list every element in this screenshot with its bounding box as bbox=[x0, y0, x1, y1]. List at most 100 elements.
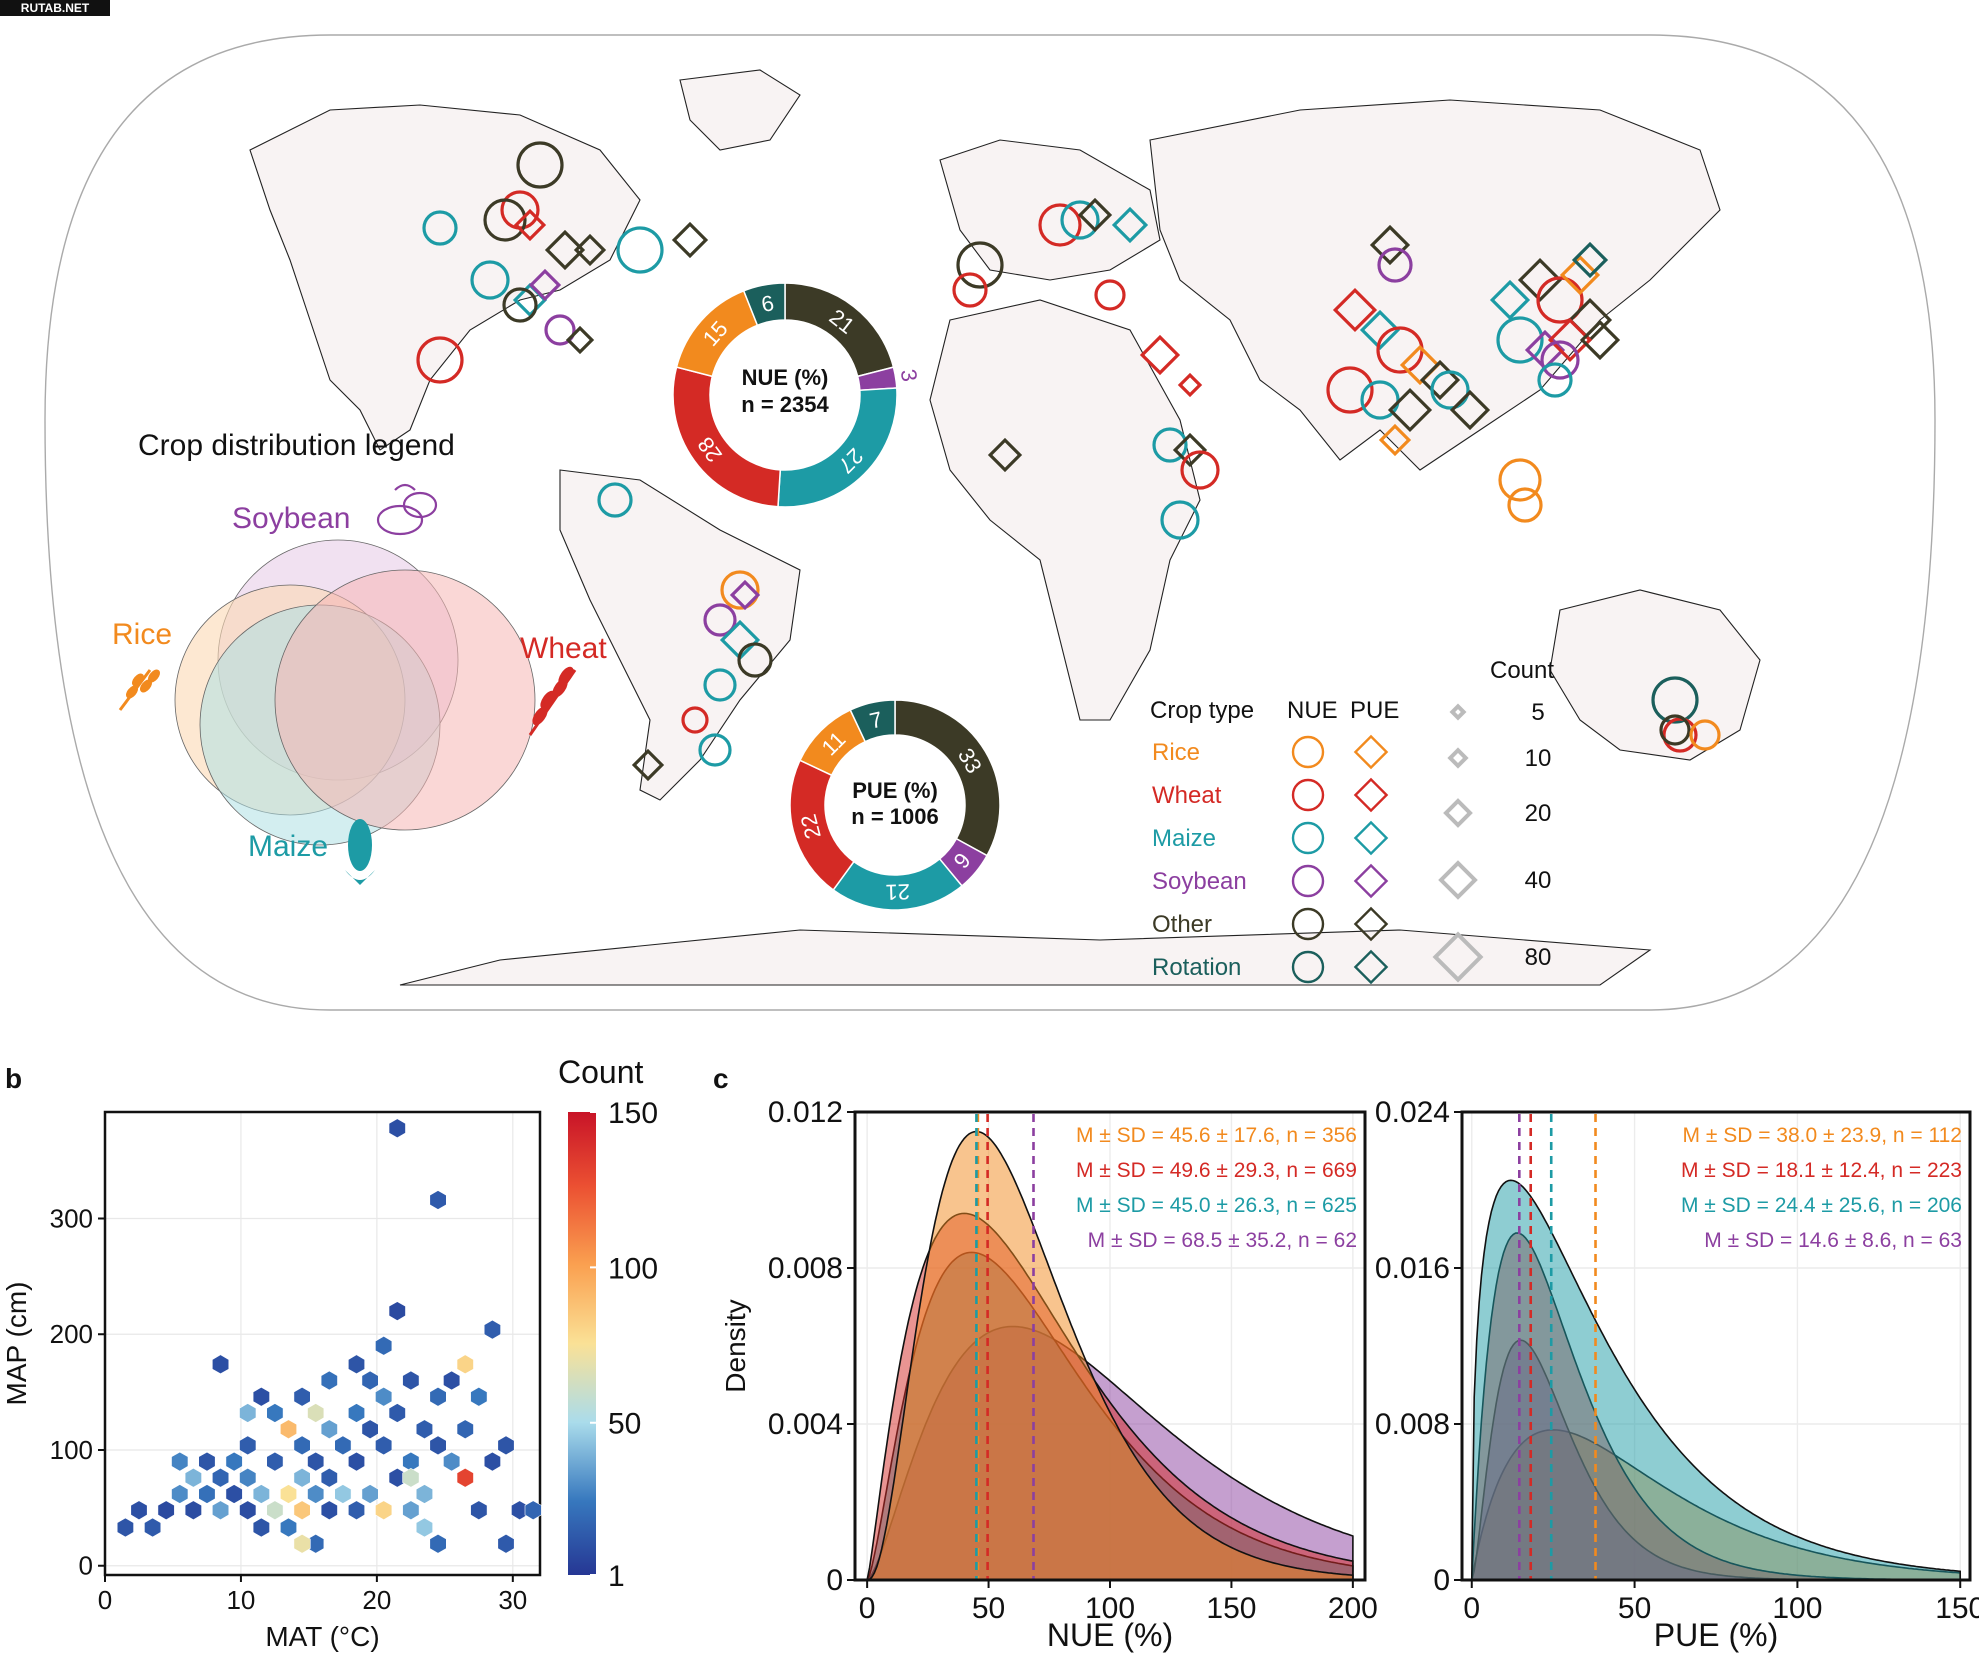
legend-nue-marker-maize bbox=[1291, 821, 1325, 855]
hexbin-cell bbox=[239, 1467, 257, 1488]
site-marker-maize bbox=[1111, 206, 1149, 244]
legend-crop-label-soybean: Soybean bbox=[1152, 868, 1247, 895]
hexbin-cell bbox=[307, 1451, 325, 1472]
site-marker-other bbox=[956, 241, 1004, 289]
hexbin-cell bbox=[266, 1451, 284, 1472]
legend-nue-marker-soybean bbox=[1291, 864, 1325, 898]
site-marker-soybean bbox=[703, 603, 737, 637]
hexbin-cell bbox=[293, 1467, 311, 1488]
site-marker-maize bbox=[703, 668, 737, 702]
x-tick-label: 50 bbox=[972, 1592, 1005, 1625]
site-marker-soybean bbox=[1540, 340, 1580, 380]
site-marker-other bbox=[516, 141, 564, 189]
x-tick-label: 50 bbox=[1618, 1592, 1651, 1625]
hexbin-cell bbox=[348, 1451, 365, 1472]
site-marker-other bbox=[671, 221, 709, 259]
stat-label-maize: M ± SD = 24.4 ± 25.6, n = 206 bbox=[1681, 1194, 1962, 1217]
hexbin-cell bbox=[252, 1517, 270, 1538]
site-marker-maize bbox=[1496, 316, 1544, 364]
x-tick-label: 150 bbox=[1206, 1592, 1256, 1625]
hexbin-cell bbox=[252, 1386, 270, 1407]
site-marker-wheat bbox=[681, 706, 709, 734]
venn-label-soybean: Soybean bbox=[232, 502, 350, 535]
x-tick-label: 100 bbox=[1772, 1592, 1822, 1625]
legend-header-count: Count bbox=[1490, 657, 1554, 684]
site-marker-maize bbox=[1489, 279, 1531, 321]
site-marker-other bbox=[483, 198, 527, 242]
colorbar-tick-label: 50 bbox=[608, 1408, 641, 1441]
y-tick-label: 0 bbox=[826, 1564, 843, 1597]
y-tick-label: 0.008 bbox=[768, 1252, 843, 1285]
site-marker-maize bbox=[1160, 500, 1200, 540]
x-tick-label: 0 bbox=[859, 1592, 876, 1625]
site-marker-wheat bbox=[952, 272, 988, 308]
hexbin-cell bbox=[361, 1370, 379, 1391]
hexbin-cell bbox=[429, 1533, 447, 1554]
hexbin-cell bbox=[334, 1435, 352, 1456]
hexbin-cell bbox=[429, 1435, 447, 1456]
stat-label-wheat: M ± SD = 49.6 ± 29.3, n = 669 bbox=[1076, 1159, 1357, 1182]
donut-label-maize: 21 bbox=[885, 879, 910, 905]
hexbin-cell bbox=[388, 1403, 406, 1423]
legend-pue-marker-rotation bbox=[1353, 949, 1389, 985]
colorbar-title: Count bbox=[558, 1054, 644, 1090]
donut-label-rotation: 7 bbox=[867, 707, 884, 734]
x-axis-title: MAT (°C) bbox=[265, 1621, 379, 1652]
hexbin-cell bbox=[497, 1533, 515, 1554]
hexbin-cell bbox=[483, 1319, 501, 1340]
hexbin-cell bbox=[320, 1500, 338, 1521]
site-marker-other bbox=[1579, 319, 1621, 361]
x-tick-label: 20 bbox=[362, 1585, 391, 1615]
hexbin-cell bbox=[280, 1517, 297, 1538]
hexbin-cell bbox=[388, 1301, 406, 1321]
legend-count-label: 5 bbox=[1531, 699, 1544, 726]
site-marker-maize bbox=[1537, 362, 1573, 398]
hexbin-cell bbox=[348, 1403, 365, 1423]
site-marker-other bbox=[737, 642, 773, 678]
hexbin-cell bbox=[130, 1500, 148, 1521]
hexbin-cell bbox=[348, 1500, 365, 1521]
stat-label-soybean: M ± SD = 14.6 ± 8.6, n = 63 bbox=[1704, 1229, 1962, 1252]
hexbin-cell bbox=[361, 1419, 379, 1440]
venn-wheat bbox=[274, 569, 536, 831]
site-marker-soybean bbox=[1524, 329, 1566, 371]
wheat-icon bbox=[528, 666, 577, 736]
greenland bbox=[679, 69, 801, 151]
hexbin-cell bbox=[375, 1435, 393, 1456]
site-marker-wheat bbox=[1662, 717, 1698, 753]
site-marker-wheat bbox=[1094, 279, 1126, 311]
hexbin-cell bbox=[184, 1500, 202, 1521]
site-marker-rice bbox=[1559, 254, 1601, 296]
x-axis-title: NUE (%) bbox=[1047, 1617, 1173, 1653]
hexbin-cell bbox=[225, 1484, 243, 1504]
hexbin-cell bbox=[293, 1500, 311, 1521]
legend-pue-marker-soybean bbox=[1353, 863, 1389, 899]
panel-label-c: c bbox=[713, 1063, 729, 1094]
x-tick-label: 30 bbox=[498, 1585, 527, 1615]
y-tick-label: 0.004 bbox=[768, 1408, 843, 1441]
hexbin-cell bbox=[320, 1419, 338, 1440]
site-marker-maize bbox=[470, 260, 510, 300]
hexbin-cell bbox=[252, 1484, 270, 1504]
site-marker-rice bbox=[1689, 719, 1721, 751]
stat-label-wheat: M ± SD = 18.1 ± 12.4, n = 223 bbox=[1681, 1159, 1962, 1182]
site-marker-other bbox=[631, 748, 665, 782]
site-marker-maize bbox=[1359, 309, 1401, 351]
x-tick-label: 10 bbox=[226, 1585, 255, 1615]
panel-label-b: b bbox=[5, 1063, 22, 1094]
hexbin-cell bbox=[184, 1467, 202, 1488]
site-marker-other bbox=[1369, 224, 1411, 266]
hexbin-cell bbox=[456, 1467, 474, 1488]
legend-nue-marker-rotation bbox=[1291, 950, 1325, 984]
legend-pue-marker-wheat bbox=[1353, 777, 1389, 813]
plot-frame bbox=[1460, 1110, 1972, 1582]
colorbar bbox=[568, 1112, 596, 1575]
y-tick-label: 0.012 bbox=[768, 1096, 843, 1129]
site-marker-maize bbox=[1152, 427, 1188, 463]
legend-crop-label-maize: Maize bbox=[1152, 825, 1216, 852]
site-marker-other bbox=[1387, 387, 1433, 433]
donut-slice-rotation bbox=[849, 699, 896, 743]
donut-label-wheat: 22 bbox=[796, 812, 826, 842]
y-tick-label: 0 bbox=[79, 1551, 93, 1581]
hexbin-cell bbox=[266, 1500, 284, 1521]
